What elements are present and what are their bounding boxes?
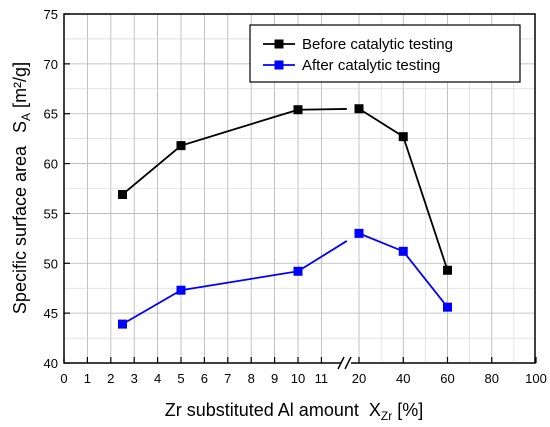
x-tick-label: 8 <box>248 371 255 386</box>
data-point <box>398 132 408 142</box>
legend: Before catalytic testing After catalytic … <box>249 24 521 83</box>
data-point <box>443 265 452 275</box>
legend-item: Before catalytic testing <box>263 36 453 53</box>
series-line-bridge <box>297 108 347 111</box>
data-point <box>354 228 364 238</box>
data-point <box>398 246 408 256</box>
axis-break-slash <box>344 356 352 370</box>
plot-frame <box>63 13 536 364</box>
legend-label: After catalytic testing <box>302 57 440 74</box>
data-point <box>443 302 452 312</box>
series <box>118 104 452 275</box>
x-tick-label: 40 <box>396 371 410 386</box>
x-tick-label: 2 <box>107 371 114 386</box>
y-tick-label: 60 <box>44 157 58 172</box>
x-tick-label: 7 <box>224 371 231 386</box>
x-tick-label: 100 <box>525 371 547 386</box>
x-tick-label: 4 <box>154 371 161 386</box>
y-tick-label: 70 <box>44 57 58 72</box>
x-tick-label: 20 <box>352 371 366 386</box>
y-tick-label: 45 <box>44 306 58 321</box>
x-tick-label: 10 <box>291 371 305 386</box>
data-point <box>293 266 303 276</box>
data-point <box>118 319 127 329</box>
axis-break-slash <box>337 356 345 370</box>
data-point <box>354 104 364 114</box>
series-line <box>121 108 299 196</box>
legend-item: After catalytic testing <box>263 57 440 74</box>
x-axis-title: Zr substituted Al amount XZr [%] <box>165 400 423 423</box>
axis-break-mark <box>337 356 352 370</box>
axis-break-gap <box>341 357 351 369</box>
x-tick-label: 80 <box>485 371 499 386</box>
data-point <box>293 105 303 115</box>
data-point <box>176 141 186 151</box>
x-tick-label: 5 <box>177 371 184 386</box>
series <box>118 228 452 329</box>
data-point <box>118 189 127 199</box>
x-axis: 0 1 2 3 4 5 6 7 8 9 10 11 20 40 60 80 100 <box>60 357 547 386</box>
x-tick-label: 11 <box>315 371 329 386</box>
y-tick-label: 50 <box>44 256 58 271</box>
y-tick-label: 40 <box>44 356 58 371</box>
legend-swatch-marker <box>274 39 284 49</box>
data-point <box>176 285 186 295</box>
x-tick-label: 0 <box>60 371 67 386</box>
series-line-bridge <box>297 240 348 273</box>
series-line <box>122 270 299 325</box>
series-group <box>118 104 452 329</box>
legend-label: Before catalytic testing <box>302 36 453 53</box>
y-tick-label: 75 <box>44 7 58 22</box>
x-tick-label: 1 <box>84 371 91 386</box>
x-tick-label: 9 <box>271 371 278 386</box>
x-tick-label: 6 <box>201 371 208 386</box>
x-tick-label: 3 <box>131 371 138 386</box>
legend-swatch-marker <box>274 60 284 70</box>
x-tick-label: 60 <box>440 371 454 386</box>
y-axis-title: Specific surface area SA[m²/g] <box>10 62 33 314</box>
y-tick-label: 55 <box>44 206 58 221</box>
legend-box <box>249 24 521 83</box>
y-tick-label: 65 <box>44 107 58 122</box>
y-axis: 40 45 50 55 60 65 70 75 <box>44 7 70 371</box>
